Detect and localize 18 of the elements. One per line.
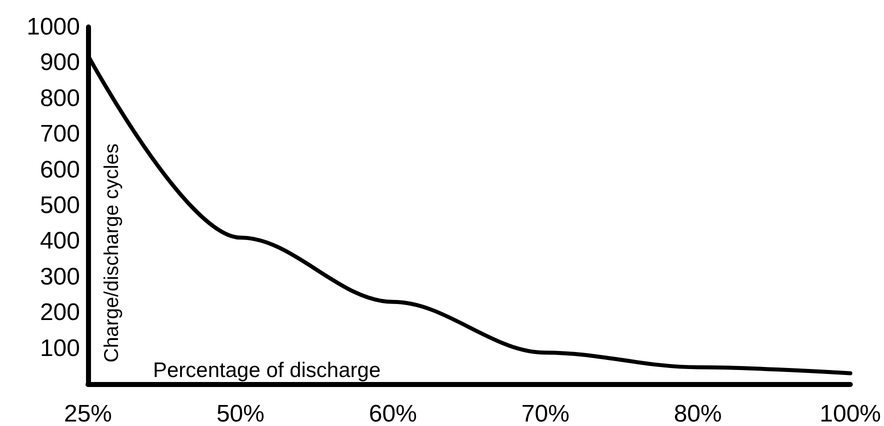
y-tick-label: 700 [40,120,80,148]
x-tick-label: 60% [368,400,417,426]
x-tick-label: 80% [674,400,722,426]
x-tick-label: 25% [64,400,112,426]
y-tick-label: 200 [40,299,80,326]
y-axis-title: Charge/discharge cycles [101,144,123,362]
y-tick-label: 900 [40,49,80,76]
y-tick-label: 100 [40,334,80,362]
y-tick-label: 1000 [26,14,80,40]
y-tick-label: 800 [40,84,80,112]
x-tick-label: 70% [521,400,570,426]
y-tick-label: 300 [40,263,80,290]
x-tick-label: 50% [216,400,264,426]
y-tick-label: 500 [40,192,80,219]
y-tick-label: 400 [40,228,80,255]
x-axis-title: Percentage of discharge [153,359,381,382]
x-tick-label: 100% [820,400,882,426]
y-tick-label: 600 [40,156,80,184]
